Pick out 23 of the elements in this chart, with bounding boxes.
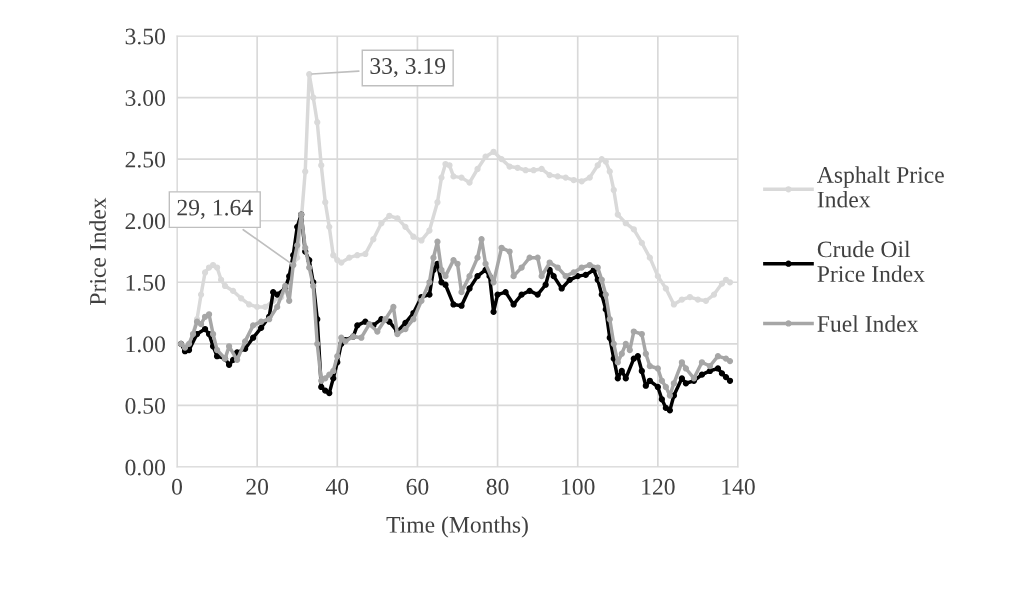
x-tick-label: 120 bbox=[642, 478, 675, 495]
legend-label: Asphalt Price Index bbox=[817, 166, 944, 208]
x-tick-label: 40 bbox=[325, 478, 349, 495]
y-tick-label: 0.00 bbox=[125, 459, 165, 476]
x-axis-title: Time (Months) bbox=[386, 516, 528, 538]
x-tick-label: 80 bbox=[486, 478, 509, 495]
y-tick-label: 1.00 bbox=[126, 336, 165, 353]
legend-label: Fuel Index bbox=[817, 315, 919, 332]
y-tick-label: 2.00 bbox=[125, 213, 165, 230]
y-tick-label: 2.50 bbox=[125, 151, 165, 168]
x-tick-label: 0 bbox=[172, 478, 182, 495]
x-tick-label: 140 bbox=[722, 478, 755, 495]
x-tick-label: 60 bbox=[406, 478, 429, 495]
y-axis-title: Price Index bbox=[89, 197, 106, 305]
y-tick-label: 0.50 bbox=[125, 397, 165, 414]
x-tick-label: 20 bbox=[246, 478, 269, 495]
y-tick-label: 3.00 bbox=[125, 90, 165, 107]
x-tick-label: 100 bbox=[562, 478, 595, 495]
y-tick-label: 3.50 bbox=[125, 28, 165, 45]
annotation: 33, 3.19 bbox=[370, 58, 446, 78]
legend-label: Crude Oil Price Index bbox=[817, 240, 925, 283]
y-tick-label: 1.50 bbox=[126, 274, 165, 291]
annotation: 29, 1.64 bbox=[177, 199, 253, 219]
